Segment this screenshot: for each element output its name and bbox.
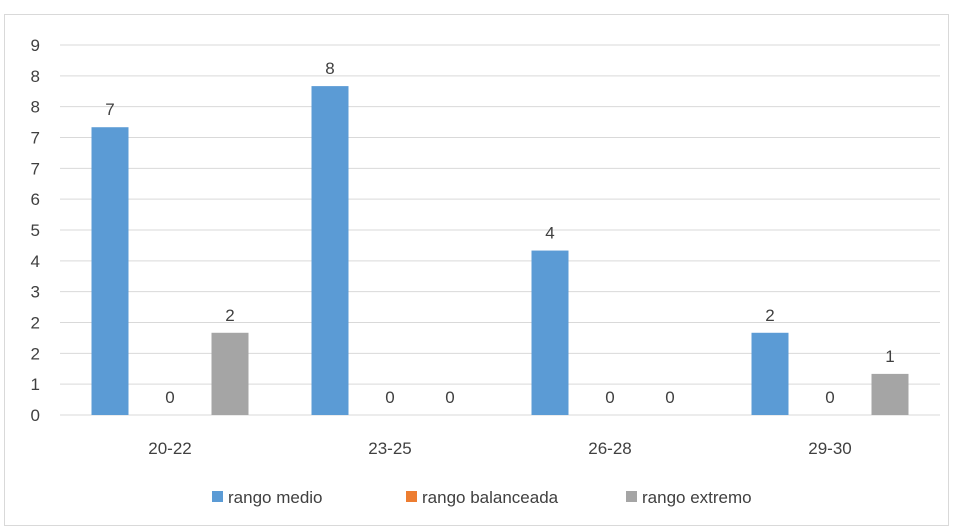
- bar: [751, 332, 789, 415]
- y-tick-label: 7: [31, 159, 40, 178]
- y-tick-label: 0: [31, 406, 40, 425]
- legend-label: rango extremo: [642, 488, 752, 507]
- y-tick-label: 6: [31, 190, 40, 209]
- data-label: 0: [445, 388, 454, 407]
- y-tick-label: 2: [31, 314, 40, 333]
- data-label: 8: [325, 59, 334, 78]
- chart-frame: [4, 14, 949, 526]
- data-label: 7: [105, 100, 114, 119]
- x-tick-label: 23-25: [368, 439, 411, 458]
- bar: [871, 373, 909, 415]
- legend-swatch: [626, 491, 637, 502]
- y-tick-label: 8: [31, 67, 40, 86]
- data-label: 0: [665, 388, 674, 407]
- data-label: 0: [605, 388, 614, 407]
- y-tick-label: 7: [31, 129, 40, 148]
- data-label: 0: [385, 388, 394, 407]
- y-tick-label: 1: [31, 375, 40, 394]
- y-tick-label: 5: [31, 221, 40, 240]
- data-label: 2: [225, 306, 234, 325]
- data-label: 2: [765, 306, 774, 325]
- y-tick-label: 2: [31, 344, 40, 363]
- data-label: 0: [825, 388, 834, 407]
- x-tick-label: 20-22: [148, 439, 191, 458]
- bar: [91, 127, 129, 415]
- bar: [211, 332, 249, 415]
- y-tick-label: 3: [31, 283, 40, 302]
- data-label: 1: [885, 347, 894, 366]
- legend-label: rango medio: [228, 488, 323, 507]
- data-label: 4: [545, 224, 554, 243]
- bar: [531, 250, 569, 415]
- data-label: 0: [165, 388, 174, 407]
- y-tick-label: 9: [31, 36, 40, 55]
- legend-swatch: [406, 491, 417, 502]
- y-tick-label: 8: [31, 98, 40, 117]
- bar: [311, 86, 349, 415]
- x-tick-label: 29-30: [808, 439, 851, 458]
- legend-swatch: [212, 491, 223, 502]
- legend-label: rango balanceada: [422, 488, 559, 507]
- x-tick-label: 26-28: [588, 439, 631, 458]
- y-tick-label: 4: [31, 252, 40, 271]
